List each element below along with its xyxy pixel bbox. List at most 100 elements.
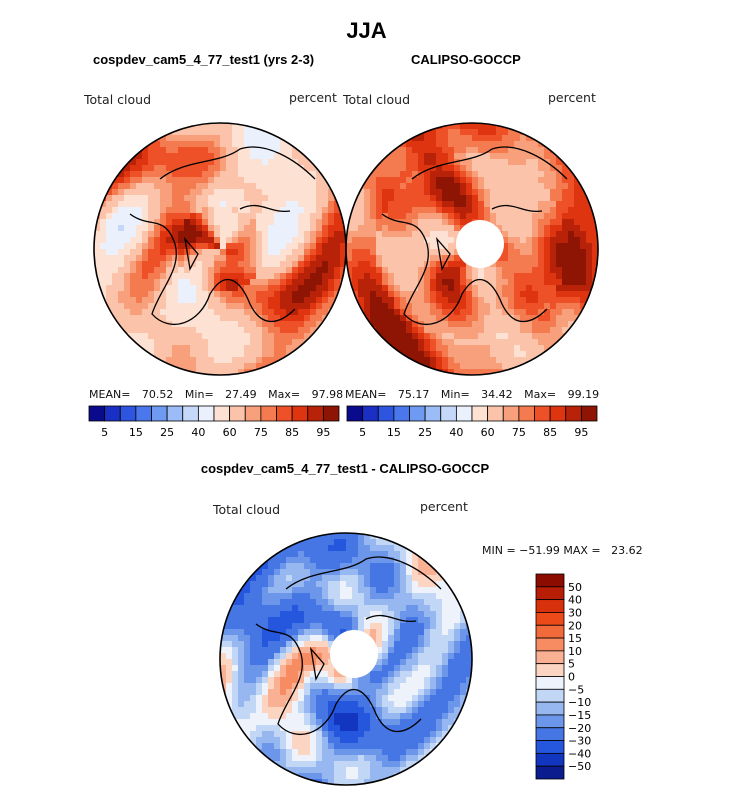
map-cell [466, 159, 473, 166]
map-cell [292, 599, 299, 606]
map-cell [400, 623, 407, 630]
map-cell [172, 171, 179, 178]
map-cell [424, 605, 431, 612]
map-cell [526, 213, 533, 220]
map-cell [334, 701, 341, 708]
map-cell [400, 581, 407, 588]
map-cell [256, 249, 263, 256]
map-cell [442, 695, 449, 702]
map-cell [370, 593, 377, 600]
map-cell [400, 309, 407, 316]
map-cell [232, 189, 239, 196]
map-cell [418, 339, 425, 346]
map-cell [118, 261, 125, 268]
map-cell [130, 345, 137, 352]
map-cell [328, 611, 335, 618]
map-cell [580, 213, 587, 220]
map-cell [394, 261, 401, 268]
map-cell [214, 255, 221, 262]
map-cell [454, 303, 461, 310]
map-cell [298, 581, 305, 588]
map-cell [184, 195, 191, 202]
map-cell [286, 575, 293, 582]
map-cell [346, 683, 353, 690]
map-cell [190, 225, 197, 232]
map-cell [448, 135, 455, 142]
map-cell [310, 731, 317, 738]
map-cell [286, 707, 293, 714]
map-cell [568, 159, 575, 166]
map-cell [544, 171, 551, 178]
map-cell [238, 315, 245, 322]
map-cell [352, 237, 359, 244]
map-cell [340, 593, 347, 600]
map-cell [346, 261, 353, 268]
map-cell [436, 737, 443, 744]
map-cell [400, 291, 407, 298]
map-cell [268, 563, 275, 570]
map-cell [136, 297, 143, 304]
map-cell [160, 183, 167, 190]
map-cell [220, 177, 227, 184]
map-cell [430, 159, 437, 166]
map-cell [280, 683, 287, 690]
map-cell [538, 177, 545, 184]
map-cell [520, 135, 527, 142]
map-cell [436, 189, 443, 196]
map-cell [388, 647, 395, 654]
map-cell [394, 581, 401, 588]
map-cell [460, 327, 467, 334]
map-cell [436, 255, 443, 262]
map-cell [352, 557, 359, 564]
map-cell [448, 635, 455, 642]
map-cell [406, 557, 413, 564]
map-cell [412, 587, 419, 594]
map-cell [328, 587, 335, 594]
colorbar-swatch [455, 405, 473, 422]
map-cell [442, 635, 449, 642]
map-cell [250, 297, 257, 304]
map-cell [520, 201, 527, 208]
map-cell [322, 545, 329, 552]
map-cell [520, 333, 527, 340]
map-cell [256, 177, 263, 184]
map-cell [112, 189, 119, 196]
map-cell [106, 261, 113, 268]
map-cell [316, 225, 323, 232]
map-cell [532, 207, 539, 214]
map-cell [568, 171, 575, 178]
map-cell [394, 153, 401, 160]
map-cell [472, 153, 479, 160]
map-cell [424, 249, 431, 256]
map-cell [256, 707, 263, 714]
map-cell [292, 255, 299, 262]
map-cell [238, 321, 245, 328]
map-cell [274, 351, 281, 358]
map-cell [298, 545, 305, 552]
map-cell [394, 647, 401, 654]
map-cell [466, 351, 473, 358]
colorbar-tick-label: 75 [254, 426, 268, 439]
map-cell [292, 189, 299, 196]
map-cell [238, 593, 245, 600]
map-cell [202, 207, 209, 214]
map-cell [190, 147, 197, 154]
map-cell [220, 635, 227, 642]
map-cell [148, 153, 155, 160]
map-cell [268, 177, 275, 184]
map-cell [316, 581, 323, 588]
map-cell [568, 243, 575, 250]
map-cell [274, 183, 281, 190]
map-cell [472, 321, 479, 328]
map-cell [124, 249, 131, 256]
map-cell [268, 351, 275, 358]
map-cell [424, 345, 431, 352]
map-cell [580, 255, 587, 262]
map-cell [274, 135, 281, 142]
map-cell [424, 327, 431, 334]
map-cell [406, 605, 413, 612]
map-cell [184, 177, 191, 184]
map-cell [244, 297, 251, 304]
map-cell [388, 635, 395, 642]
map-cell [430, 207, 437, 214]
